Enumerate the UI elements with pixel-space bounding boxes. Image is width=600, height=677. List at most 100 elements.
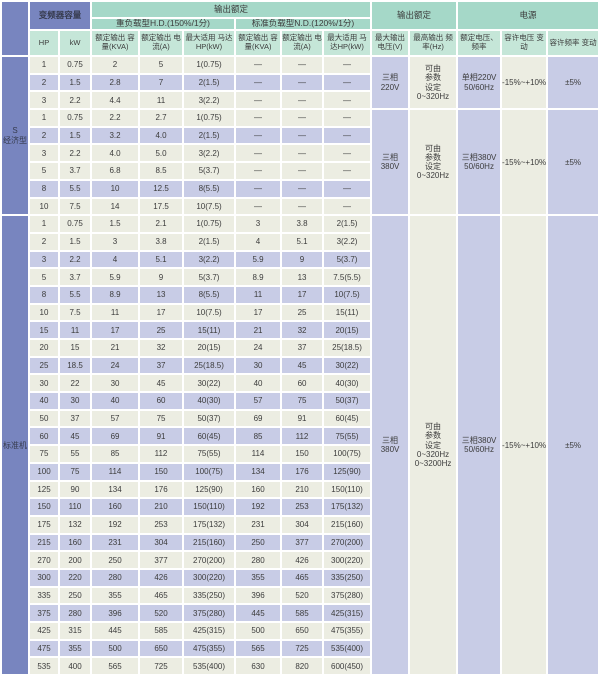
table-cell: 175(132) — [324, 499, 371, 515]
table-cell: 535 — [30, 658, 58, 675]
table-cell: 24 — [236, 340, 281, 356]
table-cell: 304 — [282, 516, 323, 533]
table-cell: 10 — [30, 198, 58, 215]
table-cell: 2.2 — [60, 92, 91, 109]
table-cell: 253 — [282, 499, 323, 515]
table-cell: 335(250) — [184, 587, 235, 604]
table-cell: 585 — [282, 605, 323, 621]
table-cell: 90 — [60, 481, 91, 498]
table-cell: — — [236, 198, 281, 215]
section-label: 标准机 — [2, 216, 28, 675]
table-cell: 426 — [282, 552, 323, 568]
table-cell: 11 — [92, 304, 139, 321]
col-header-nd-motor: 最大适用 马达HP(kW) — [324, 31, 371, 55]
table-cell: 5.5 — [60, 180, 91, 197]
table-cell: 134 — [92, 481, 139, 498]
table-cell: 10(7.5) — [324, 286, 371, 303]
col-header-rated-supply: 额定电压、 频率 — [458, 31, 501, 55]
table-row: 60 45 69 91 60(45) 85 112 75(55) — [2, 428, 598, 445]
table-cell: 5.9 — [92, 269, 139, 285]
table-cell: — — [324, 163, 371, 179]
table-cell: 30 — [236, 357, 281, 374]
table-row: 3 2.2 4.4 11 3(2.2) — — — — [2, 92, 598, 109]
table-cell: 5 — [30, 163, 58, 179]
table-cell: 465 — [282, 569, 323, 586]
table-cell: 55 — [60, 446, 91, 462]
table-cell: 30 — [92, 375, 139, 392]
merged-max-voltage: 三相 380V — [372, 110, 409, 215]
table-cell: 4 — [236, 233, 281, 250]
table-cell: 32 — [140, 340, 183, 356]
header-inverter-capacity: 变频器容量 — [30, 2, 91, 29]
table-cell: 13 — [140, 286, 183, 303]
table-cell: 280 — [60, 605, 91, 621]
table-cell: 60 — [30, 428, 58, 445]
table-row: 2 1.5 3 3.8 2(1.5) 4 5.1 3(2.2) — [2, 233, 598, 250]
table-cell: 37 — [140, 357, 183, 374]
table-cell: 3(2.2) — [184, 92, 235, 109]
table-cell: 1(0.75) — [184, 216, 235, 232]
table-cell: 5(3.7) — [184, 163, 235, 179]
table-cell: 8(5.5) — [184, 286, 235, 303]
table-cell: 445 — [236, 605, 281, 621]
table-row: 3 2.2 4 5.1 3(2.2) 5.9 9 5(3.7) — [2, 251, 598, 268]
col-header-voltage-tolerance: 容许电压 变动 — [502, 31, 547, 55]
table-cell: 60 — [140, 393, 183, 409]
table-cell: 17 — [236, 304, 281, 321]
table-cell: 30(22) — [324, 357, 371, 374]
table-cell: 134 — [236, 463, 281, 480]
table-cell: 650 — [282, 623, 323, 639]
table-cell: 5.9 — [236, 251, 281, 268]
col-header-hd-amps: 额定输出 电流(A) — [140, 31, 183, 55]
table-cell: — — [282, 145, 323, 162]
table-cell: 176 — [140, 481, 183, 498]
table-cell: 11 — [60, 322, 91, 338]
corner-cell — [2, 2, 28, 55]
table-cell: 192 — [236, 499, 281, 515]
table-cell: 220 — [60, 569, 91, 586]
table-cell: 150 — [282, 446, 323, 462]
table-row: 20 15 21 32 20(15) 24 37 25(18.5) — [2, 340, 598, 356]
table-cell: 125 — [30, 481, 58, 498]
table-cell: 253 — [140, 516, 183, 533]
table-cell: 5.1 — [140, 251, 183, 268]
table-cell: 160 — [60, 534, 91, 551]
table-cell: 15(11) — [184, 322, 235, 338]
table-cell: 40 — [92, 393, 139, 409]
table-cell: 565 — [236, 640, 281, 657]
table-cell: 2 — [92, 57, 139, 73]
table-cell: 3 — [30, 92, 58, 109]
table-row: 50 37 57 75 50(37) 69 91 60(45) — [2, 410, 598, 427]
table-cell: 5.5 — [60, 286, 91, 303]
table-cell: 535(400) — [184, 658, 235, 675]
table-cell: 2.2 — [60, 145, 91, 162]
table-cell: 150 — [140, 463, 183, 480]
table-cell: 40(30) — [184, 393, 235, 409]
table-cell: 20(15) — [184, 340, 235, 356]
table-cell: 1 — [30, 216, 58, 232]
table-cell: 175 — [30, 516, 58, 533]
table-cell: 630 — [236, 658, 281, 675]
table-cell: 3.2 — [92, 127, 139, 144]
table-cell: 12.5 — [140, 180, 183, 197]
table-cell: 2.1 — [140, 216, 183, 232]
table-cell: 5.0 — [140, 145, 183, 162]
table-cell: 200 — [60, 552, 91, 568]
table-cell: 315 — [60, 623, 91, 639]
table-cell: — — [324, 180, 371, 197]
table-cell: 5(3.7) — [324, 251, 371, 268]
table-cell: 375(280) — [184, 605, 235, 621]
table-cell: 8 — [30, 286, 58, 303]
table-cell: 5(3.7) — [184, 269, 235, 285]
table-cell: 45 — [140, 375, 183, 392]
table-cell: 1.5 — [60, 233, 91, 250]
table-cell: 475(355) — [184, 640, 235, 657]
table-cell: 150(110) — [184, 499, 235, 515]
table-cell: 192 — [92, 516, 139, 533]
table-cell: 585 — [140, 623, 183, 639]
table-cell: 132 — [60, 516, 91, 533]
header-heavy-duty: 重负载型H.D.(150%/1分) — [92, 19, 235, 29]
table-cell: 475(355) — [324, 623, 371, 639]
table-cell: 75 — [140, 410, 183, 427]
